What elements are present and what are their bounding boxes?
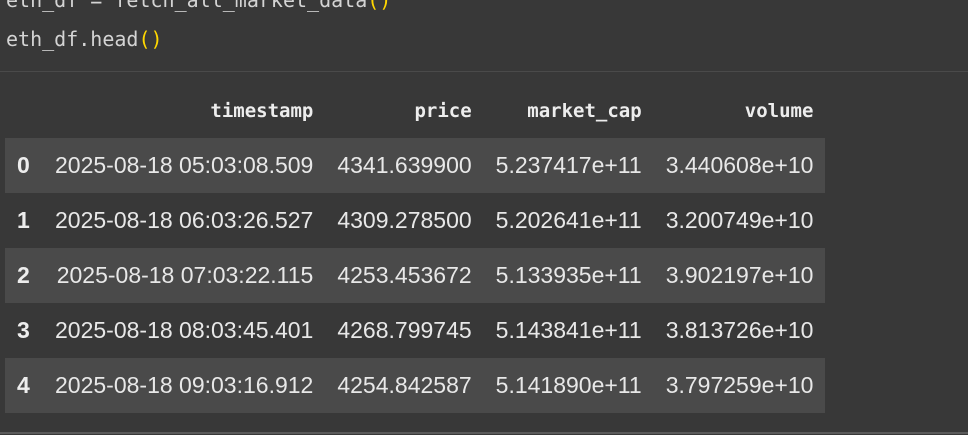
- cell-volume: 3.797259e+10: [653, 358, 826, 413]
- cell-price: 4268.799745: [325, 303, 484, 358]
- row-index: 1: [5, 193, 43, 248]
- column-header-price: price: [325, 84, 484, 138]
- cell-divider: [0, 71, 968, 72]
- code-parens: (): [138, 27, 163, 51]
- table-row: 0 2025-08-18 05:03:08.509 4341.639900 5.…: [5, 138, 826, 193]
- cell-market-cap: 5.141890e+11: [483, 358, 654, 413]
- table-row: 4 2025-08-18 09:03:16.912 4254.842587 5.…: [5, 358, 826, 413]
- table-row: 3 2025-08-18 08:03:45.401 4268.799745 5.…: [5, 303, 826, 358]
- table-row: 1 2025-08-18 06:03:26.527 4309.278500 5.…: [5, 193, 826, 248]
- cell-volume: 3.813726e+10: [653, 303, 826, 358]
- cell-market-cap: 5.237417e+11: [483, 138, 654, 193]
- row-index: 4: [5, 358, 43, 413]
- table-row: 2 2025-08-18 07:03:22.115 4253.453672 5.…: [5, 248, 826, 303]
- cell-price: 4341.639900: [325, 138, 484, 193]
- column-header-volume: volume: [653, 84, 826, 138]
- column-header-market-cap: market_cap: [483, 84, 654, 138]
- index-header: [5, 84, 43, 138]
- dataframe-table: timestamp price market_cap volume 0 2025…: [5, 84, 826, 413]
- cell-bottom-divider: [0, 432, 968, 434]
- cell-timestamp: 2025-08-18 09:03:16.912: [43, 358, 326, 413]
- code-line-2: eth_df.head(): [6, 26, 163, 52]
- cell-volume: 3.902197e+10: [653, 248, 826, 303]
- cell-timestamp: 2025-08-18 05:03:08.509: [43, 138, 326, 193]
- row-index: 2: [5, 248, 43, 303]
- code-text: eth_df.head: [6, 27, 139, 51]
- table-header-row: timestamp price market_cap volume: [5, 84, 826, 138]
- cell-price: 4309.278500: [325, 193, 484, 248]
- cell-price: 4253.453672: [325, 248, 484, 303]
- cell-market-cap: 5.133935e+11: [483, 248, 654, 303]
- cell-volume: 3.440608e+10: [653, 138, 826, 193]
- code-cell-input[interactable]: eth_df = fetch_all_market_data() eth_df.…: [0, 0, 968, 71]
- cell-market-cap: 5.143841e+11: [483, 303, 654, 358]
- code-text: eth_df = fetch_all_market_data: [6, 0, 368, 12]
- cell-market-cap: 5.202641e+11: [483, 193, 654, 248]
- row-index: 3: [5, 303, 43, 358]
- cell-timestamp: 2025-08-18 08:03:45.401: [43, 303, 326, 358]
- cell-volume: 3.200749e+10: [653, 193, 826, 248]
- column-header-timestamp: timestamp: [43, 84, 326, 138]
- code-line-1: eth_df = fetch_all_market_data(): [6, 0, 391, 13]
- code-parens: (): [367, 0, 392, 12]
- cell-timestamp: 2025-08-18 07:03:22.115: [43, 248, 326, 303]
- cell-price: 4254.842587: [325, 358, 484, 413]
- cell-timestamp: 2025-08-18 06:03:26.527: [43, 193, 326, 248]
- row-index: 0: [5, 138, 43, 193]
